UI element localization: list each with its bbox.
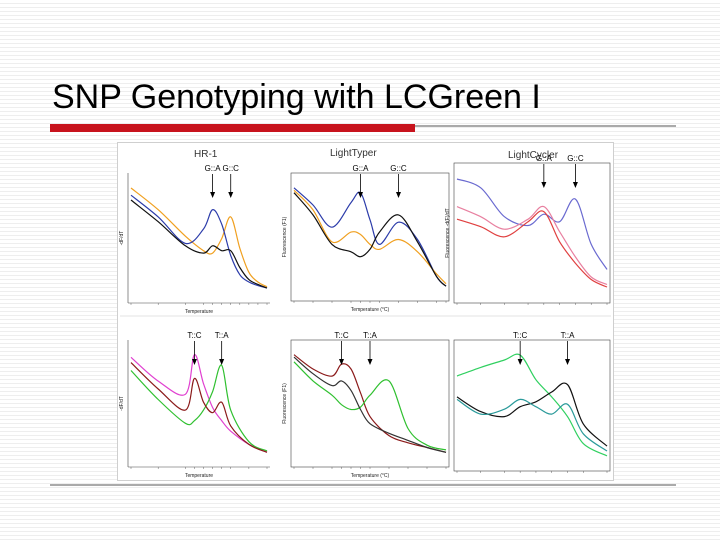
- peak-annotation-label: T::C: [513, 331, 527, 340]
- plot-frame: [453, 162, 611, 304]
- x-axis-label: Temperature (°C): [351, 307, 390, 313]
- series-line-0: [130, 187, 268, 288]
- peak-annotation-label: T::A: [215, 331, 229, 340]
- title-underline-red: [50, 124, 415, 132]
- series-line-0: [130, 354, 268, 453]
- series-line-2: [130, 199, 268, 289]
- series-line-1: [130, 364, 268, 452]
- x-axis-label: Temperature: [185, 473, 213, 479]
- melting-curve-figure: HR-1 LightTyper LightCycler G::A G::C Temp…: [117, 142, 614, 481]
- plot-frame: [290, 172, 450, 302]
- bottom-rule: [50, 484, 676, 486]
- y-axis-label: Fluorescence -d(F)/dT: [445, 208, 451, 257]
- y-axis-label: -dF/dT: [119, 396, 125, 411]
- peak-annotation-arrowhead: [358, 192, 363, 198]
- peak-annotation-label: T::A: [561, 331, 575, 340]
- series-line-0: [456, 353, 608, 457]
- column-title-lightcycler: LightCycler: [508, 150, 559, 161]
- series-line-0: [293, 187, 447, 287]
- peak-annotation-label: G::C: [567, 154, 584, 163]
- peak-annotation-arrowhead: [572, 182, 578, 188]
- column-title-hr1: HR-1: [194, 149, 218, 160]
- peak-annotation-label: G::A: [352, 164, 369, 173]
- peak-annotation-arrowhead: [517, 359, 523, 365]
- y-axis-label: Fluorescence (F1): [282, 383, 288, 424]
- peak-annotation-label: T::A: [363, 331, 377, 340]
- series-line-2: [456, 398, 608, 452]
- peak-annotation-arrowhead: [541, 182, 547, 188]
- peak-annotation-arrowhead: [565, 359, 571, 365]
- peak-annotation-arrowhead: [219, 359, 225, 365]
- series-line-2: [293, 192, 447, 287]
- peak-annotation-arrowhead: [339, 359, 344, 365]
- peak-annotation-label: G::C: [390, 164, 407, 173]
- series-line-1: [293, 189, 447, 285]
- x-axis-label: Temperature (°C): [351, 473, 390, 479]
- peak-annotation-label: G::A: [536, 154, 553, 163]
- y-axis-label: -dF/dT: [119, 231, 125, 246]
- panel-lightcycler-bottom: T::C T::A: [453, 331, 611, 473]
- series-line-2: [130, 362, 268, 453]
- x-axis-label: Temperature: [185, 309, 213, 315]
- series-line-1: [456, 210, 608, 288]
- series-line-1: [456, 382, 608, 447]
- peak-annotation-arrowhead: [210, 192, 216, 198]
- series-line-1: [130, 194, 268, 289]
- series-line-0: [293, 354, 447, 453]
- peak-annotation-arrowhead: [396, 192, 401, 198]
- peak-annotation-arrowhead: [228, 192, 234, 198]
- plot-frame: [453, 339, 611, 472]
- peak-annotation-arrowhead: [191, 359, 197, 365]
- slide-title: SNP Genotyping with LCGreen I: [52, 78, 541, 116]
- series-line-2: [456, 205, 608, 286]
- peak-annotation-label: T::C: [187, 331, 201, 340]
- peak-annotation-arrowhead: [367, 359, 373, 365]
- peak-annotation-label: T::C: [334, 331, 348, 340]
- series-line-0: [456, 178, 608, 270]
- title-underline-gray: [415, 125, 676, 127]
- column-title-lighttyper: LightTyper: [330, 148, 377, 159]
- series-line-2: [293, 356, 447, 453]
- peak-annotation-label: G::C: [223, 164, 240, 173]
- series-line-1: [293, 361, 447, 451]
- y-axis-label: Fluorescence (F1): [282, 216, 288, 257]
- melting-curve-figure-svg: HR-1 LightTyper LightCycler G::A G::CTemp…: [119, 148, 611, 479]
- peak-annotation-label: G::A: [205, 164, 222, 173]
